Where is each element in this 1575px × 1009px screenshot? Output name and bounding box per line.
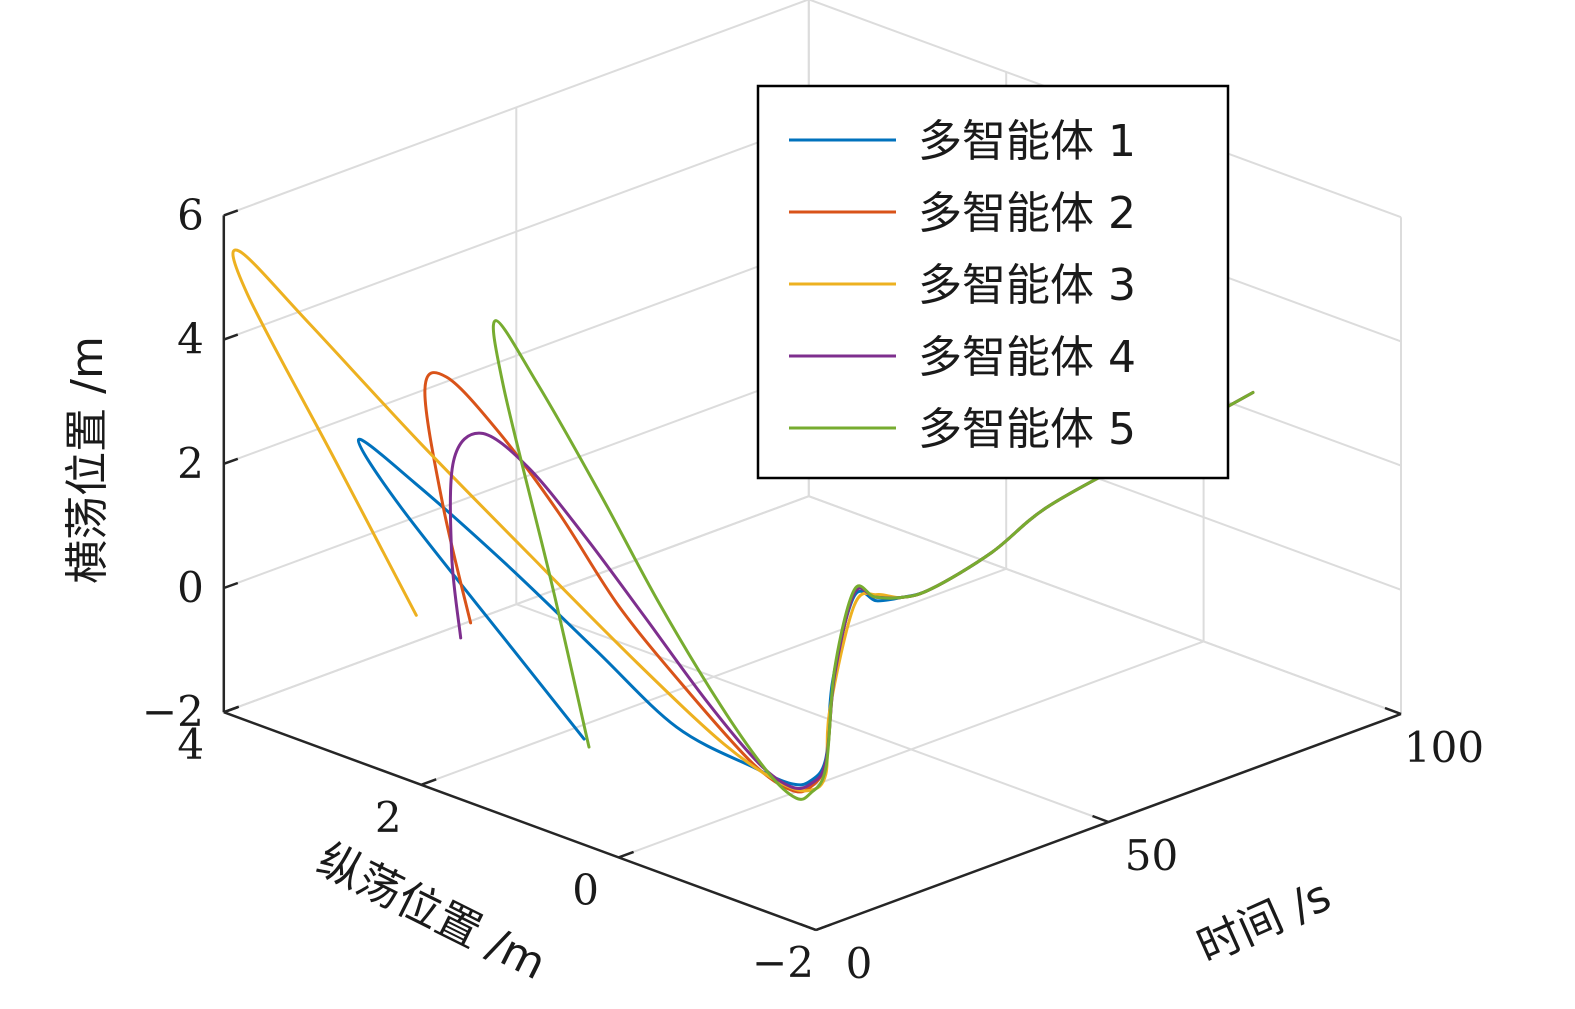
z-tick xyxy=(223,333,239,341)
tick-labels: −2 0 2 4 6 −2 0 2 4 0 50 100 xyxy=(142,190,1484,988)
z-tick xyxy=(223,209,239,217)
x-tick xyxy=(815,923,832,932)
y-tick-label: 50 xyxy=(1125,831,1178,880)
y-tick-label: 100 xyxy=(1404,723,1484,772)
y-tick xyxy=(1384,706,1402,716)
y-tick xyxy=(1092,814,1109,824)
x-tick-label: 4 xyxy=(177,720,204,769)
x-tick xyxy=(420,778,437,786)
series-line-5 xyxy=(491,319,1255,801)
z-tick-label: 4 xyxy=(177,315,204,364)
z-axis-label: 横荡位置 /m xyxy=(62,336,113,584)
y-tick xyxy=(799,922,817,932)
legend-label-4: 多智能体 4 xyxy=(918,332,1136,383)
legend-label-2: 多智能体 2 xyxy=(918,188,1136,239)
x-tick-label: −2 xyxy=(752,938,814,987)
y-axis-label: 时间 /s xyxy=(1190,870,1338,973)
z-tick xyxy=(223,457,239,465)
grid-line-y-floor xyxy=(808,495,1402,715)
legend: 多智能体 1 多智能体 2 多智能体 3 多智能体 4 多智能体 5 xyxy=(756,84,1230,480)
series-lines xyxy=(231,248,1255,801)
grid-line-z-back-left xyxy=(223,0,810,217)
z-tick-label: 0 xyxy=(177,563,204,612)
legend-box xyxy=(756,84,1230,480)
z-tick-label: 6 xyxy=(177,190,204,239)
y-tick-label: 0 xyxy=(846,939,873,988)
legend-label-3: 多智能体 3 xyxy=(918,260,1136,311)
legend-label-1: 多智能体 1 xyxy=(918,116,1136,167)
x-tick-label: 0 xyxy=(572,865,599,914)
x-tick-label: 2 xyxy=(375,793,402,842)
axes xyxy=(222,209,1402,932)
z-tick-label: 2 xyxy=(177,439,204,488)
x-tick xyxy=(223,705,240,714)
z-tick xyxy=(223,581,239,590)
x-axis-line xyxy=(223,711,817,932)
x-axis-label: 纵荡位置 /m xyxy=(309,834,553,990)
legend-label-5: 多智能体 5 xyxy=(918,404,1136,455)
z-tick-label: −2 xyxy=(142,687,204,736)
x-tick xyxy=(618,850,635,859)
